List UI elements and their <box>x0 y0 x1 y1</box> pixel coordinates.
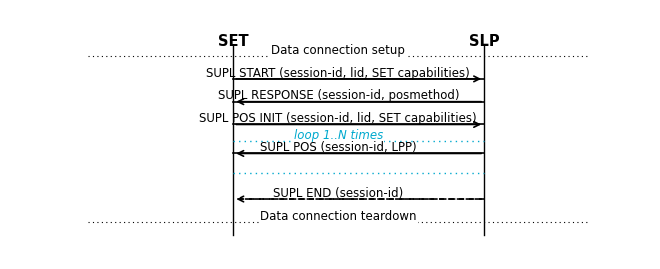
Text: SET: SET <box>218 34 249 49</box>
Text: SUPL START (session-id, lid, SET capabilities): SUPL START (session-id, lid, SET capabil… <box>207 67 470 80</box>
Text: SLP: SLP <box>469 34 500 49</box>
Text: SUPL RESPONSE (session-id, posmethod): SUPL RESPONSE (session-id, posmethod) <box>218 89 459 102</box>
Text: SUPL POS (session-id, LPP): SUPL POS (session-id, LPP) <box>260 141 416 154</box>
Text: SUPL END (session-id): SUPL END (session-id) <box>273 187 403 200</box>
Text: loop 1..N times: loop 1..N times <box>294 129 383 142</box>
Text: Data connection teardown: Data connection teardown <box>260 210 416 223</box>
Text: SUPL POS INIT (session-id, lid, SET capabilities): SUPL POS INIT (session-id, lid, SET capa… <box>199 112 477 125</box>
Text: Data connection setup: Data connection setup <box>271 44 405 57</box>
